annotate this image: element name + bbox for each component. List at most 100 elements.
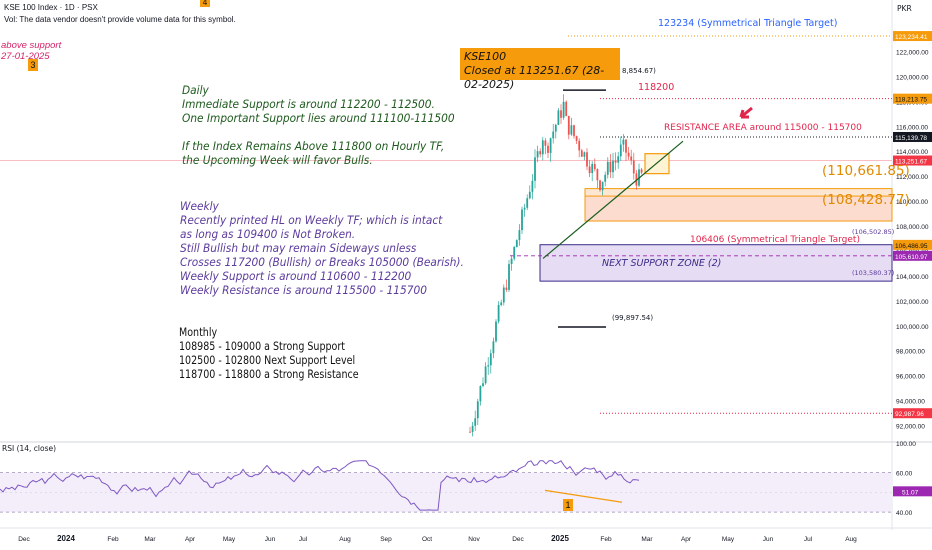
candle-body (583, 152, 586, 157)
weekly-note-line-3: Still Bullish but may remain Sideways un… (180, 241, 417, 255)
monthly-note-line-2: 102500 - 102800 Next Support Level (179, 353, 356, 367)
price-tag-bg (893, 155, 932, 166)
currency-label: PKR (897, 4, 912, 13)
x-tick-label: Nov (468, 536, 480, 543)
daily-notes: Daily Immediate Support is around 112200 … (182, 83, 455, 167)
candle-body (627, 152, 630, 157)
x-tick-label: May (223, 536, 236, 543)
y-tick-label: 102,000.00 (896, 299, 929, 306)
y-tick-label: 100,000.00 (896, 324, 929, 331)
price-tag-text: 113,251.67 (895, 159, 927, 166)
next-support-zone-label: NEXT SUPPORT ZONE (2) (602, 258, 722, 269)
close-callout: KSE100 Closed at 113251.67 (28-02-2025) (460, 48, 620, 91)
rsi-title: RSI (14, close) (2, 444, 57, 453)
candle-body (640, 169, 643, 173)
candle-body (567, 115, 570, 135)
x-tick-label: May (722, 536, 735, 543)
candle-body (570, 125, 573, 135)
rsi-value-tag (893, 486, 932, 497)
ascending-trendline (542, 140, 684, 259)
close-callout-title: KSE100 (464, 50, 507, 63)
candle-body (487, 365, 490, 367)
x-tick-label: Jul (804, 536, 813, 543)
daily-note-line-3 (182, 125, 455, 139)
candle-body (521, 209, 523, 231)
candle-body (482, 383, 484, 387)
x-tick-label: 2025 (551, 534, 569, 543)
candle-body (523, 207, 526, 210)
y-tick-label: 112,000.00 (896, 174, 928, 181)
candle-body (586, 152, 588, 167)
candle-body (606, 161, 609, 175)
rsi-tick-label: 60.00 (896, 471, 913, 478)
candle-body (500, 302, 503, 305)
y-tick-label: 98,000.00 (896, 349, 925, 356)
candle-body (632, 160, 635, 174)
price-tag-bg (893, 408, 932, 419)
x-tick-label: Dec (512, 536, 524, 543)
candle-body (508, 264, 510, 290)
price-tag-bg (893, 131, 932, 142)
candle-body (562, 101, 565, 118)
triangle-target-top-label: 123234 (Symmetrical Triangle Target) (658, 18, 838, 29)
candle-body (510, 258, 513, 265)
y-tick-label: 114,000.00 (896, 149, 928, 156)
x-tick-label: Oct (422, 536, 432, 543)
x-tick-label: Jun (763, 536, 774, 543)
weekly-note-line-6: Weekly Resistance is around 115500 - 115… (180, 283, 427, 297)
y-tick-label: 122,000.00 (896, 49, 929, 56)
x-tick-label: Mar (144, 536, 156, 543)
candle-body (630, 156, 633, 161)
candle-body (544, 140, 547, 146)
x-tick-label: Jun (265, 536, 276, 543)
y-tick-label: 94,000.00 (896, 399, 925, 406)
price-tag-text: 106,486.95 (895, 243, 928, 250)
candle-body (505, 287, 508, 290)
x-tick-label: Jul (299, 536, 308, 543)
candle-body (609, 161, 612, 173)
box-label-2: (108,428.77) (822, 192, 910, 208)
candle-body (479, 386, 482, 402)
candle-body (617, 156, 620, 163)
price-tag-text: 105,610.97 (895, 254, 928, 261)
candle-body (591, 164, 594, 174)
candle-body (599, 180, 601, 191)
candle-body (619, 144, 622, 157)
price-tag-text: 118,213.75 (895, 97, 927, 104)
candle-body (554, 124, 557, 132)
monthly-note-line-0: Monthly (179, 325, 218, 339)
rsi-line (0, 460, 640, 511)
peak-label: 8,854.67) (622, 67, 656, 75)
candle-body (497, 304, 500, 322)
candle-body (526, 198, 529, 208)
daily-note-line-4: If the Index Remains Above 111800 on Hou… (182, 139, 445, 153)
candle-body (489, 353, 492, 366)
x-tick-label: Mar (641, 536, 653, 543)
candle-body (625, 139, 627, 153)
monthly-note-line-1: 108985 - 109000 a Strong Support (179, 339, 346, 353)
y-tick-label: 108,000.00 (896, 224, 929, 231)
weekly-note-line-2: as long as 109400 is Not Broken. (180, 227, 356, 241)
candle-body (492, 341, 495, 354)
zone-top-label: (106,502.85) (852, 228, 895, 236)
zone-bottom-label: (103,580.37) (852, 269, 895, 277)
candle-body (528, 191, 531, 199)
monthly-note-line-3: 118700 - 118800 a Strong Resistance (179, 367, 359, 381)
candle-body (614, 160, 617, 163)
y-tick-label: 104,000.00 (896, 274, 929, 281)
pink-note-line1: above support (1, 40, 62, 51)
x-tick-label: Apr (185, 536, 196, 543)
candle-body (469, 431, 471, 433)
weekly-note-line-1: Recently printed HL on Weekly TF; which … (180, 213, 443, 227)
daily-note-line-2: One Important Support lies around 111100… (182, 111, 455, 125)
candle-body (536, 151, 539, 158)
candle-body (484, 366, 487, 384)
candle-body (515, 240, 518, 248)
candle-body (578, 140, 581, 151)
badge-3: 3 (28, 59, 38, 71)
resistance-area-label: RESISTANCE AREA around 115000 - 115700 (664, 123, 862, 133)
price-tag-text: 123,234.41 (895, 34, 928, 41)
candle-body (588, 166, 591, 174)
low-label: (99,897.54) (612, 314, 654, 322)
